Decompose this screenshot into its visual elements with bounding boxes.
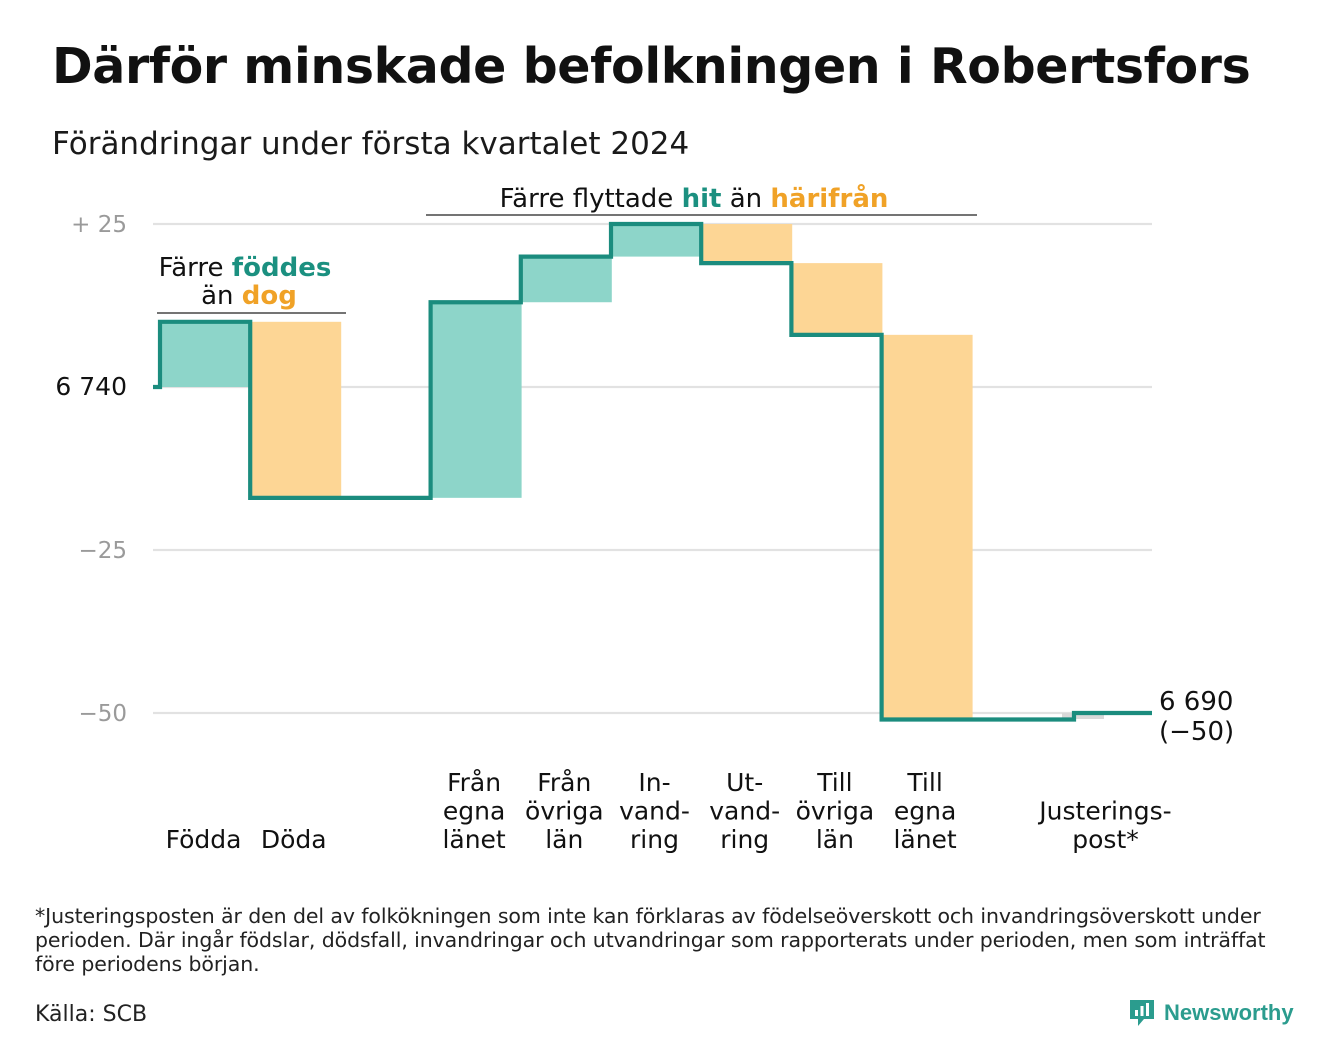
x-tick-label: Födda — [166, 825, 242, 854]
y-tick-label: −25 — [78, 538, 127, 564]
end-change-label: (−50) — [1159, 717, 1234, 747]
annotations: Färre föddes än dog Färre flyttade hit ä… — [157, 182, 977, 314]
x-tick-label: Ut-vand-ring — [709, 768, 780, 854]
brand-name: Newsworthy — [1164, 1000, 1294, 1025]
x-axis-labels: Födda Döda Från egna länet Från övriga länIn-va… — [166, 768, 1172, 854]
x-tick-label: Till övriga län — [796, 768, 875, 854]
bar-invandring — [611, 224, 702, 257]
births-highlight: föddes — [232, 253, 332, 283]
x-tick-label: Till egna länet — [893, 768, 956, 854]
y-tick-label: −50 — [78, 701, 127, 727]
end-value-label: 6 690 — [1159, 687, 1233, 717]
births-annotation-line1: Färre föddes — [159, 253, 332, 283]
births-annotation-line2: än dog — [201, 281, 297, 311]
bars — [160, 224, 1104, 720]
x-tick-label: Från övriga län — [525, 768, 604, 854]
migration-annotation: Färre flyttade hit än härifrån — [500, 182, 889, 214]
bar-utvandring — [701, 224, 793, 264]
deaths-highlight: dog — [242, 281, 297, 311]
bar-döda — [250, 321, 342, 498]
y-axis-ticks: + 25 6 740 −25 −50 — [55, 212, 127, 727]
x-tick-label: In-vand-ring — [619, 768, 690, 854]
bar-tillövrigalän — [791, 263, 883, 335]
chart-title: Därför minskade befolkningen i Robertsfo… — [52, 38, 1251, 95]
y-tick-label: + 25 — [71, 212, 127, 238]
footnote: *Justeringsposten är den del av folkökni… — [35, 904, 1266, 976]
newsworthy-logo-icon — [1130, 1000, 1154, 1026]
end-label: 6 690 (−50) — [1159, 687, 1234, 747]
bar-födda — [160, 321, 251, 387]
bar-frånövrigalän — [520, 256, 612, 303]
migration-out-highlight: härifrån — [770, 182, 888, 214]
x-tick-label: Från egna länet — [442, 768, 505, 854]
brand-logo: Newsworthy — [1128, 998, 1294, 1028]
cumulative-step-line — [153, 221, 1152, 722]
y-tick-label-start: 6 740 — [55, 372, 127, 401]
chart-subtitle: Förändringar under första kvartalet 2024 — [52, 126, 690, 162]
migration-in-highlight: hit — [682, 184, 722, 214]
waterfall-chart: + 25 6 740 −25 −50 Födda Döda Från egna länet Fr… — [55, 182, 1234, 854]
x-tick-label: Döda — [261, 825, 327, 854]
source-label: Källa: SCB — [35, 1002, 148, 1027]
bar-justeringspost — [1062, 713, 1104, 719]
bar-tillegnalänet — [881, 334, 973, 720]
step-line — [153, 221, 1152, 722]
x-tick-label: Justerings-post* — [1037, 797, 1171, 855]
bar-frånegnalänet — [430, 302, 522, 498]
